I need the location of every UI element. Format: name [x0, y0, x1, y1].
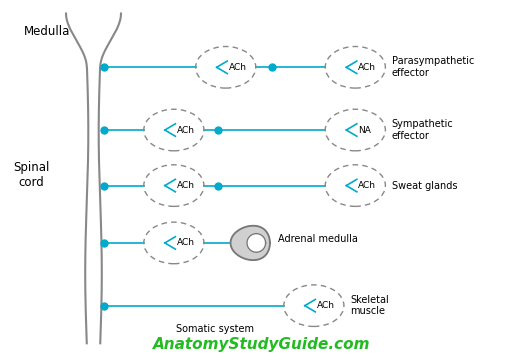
Text: ACh: ACh: [228, 63, 247, 72]
Text: ACh: ACh: [317, 301, 335, 310]
Text: AnatomyStudyGuide.com: AnatomyStudyGuide.com: [153, 337, 371, 352]
Text: ACh: ACh: [358, 63, 376, 72]
Text: ACh: ACh: [177, 126, 195, 135]
Text: Medulla: Medulla: [24, 25, 70, 38]
Text: Somatic system: Somatic system: [176, 324, 254, 333]
Text: Parasympathetic
effector: Parasympathetic effector: [391, 56, 474, 78]
Text: ACh: ACh: [177, 238, 195, 248]
Text: Spinal
cord: Spinal cord: [13, 161, 50, 189]
Text: Sympathetic
effector: Sympathetic effector: [391, 119, 453, 141]
Text: ACh: ACh: [177, 181, 195, 190]
Polygon shape: [231, 226, 270, 260]
Text: Adrenal medulla: Adrenal medulla: [278, 234, 358, 244]
Text: ACh: ACh: [358, 181, 376, 190]
Polygon shape: [247, 234, 266, 252]
Text: Sweat glands: Sweat glands: [391, 181, 457, 191]
Text: Skeletal
muscle: Skeletal muscle: [350, 295, 389, 316]
Text: NA: NA: [358, 126, 371, 135]
